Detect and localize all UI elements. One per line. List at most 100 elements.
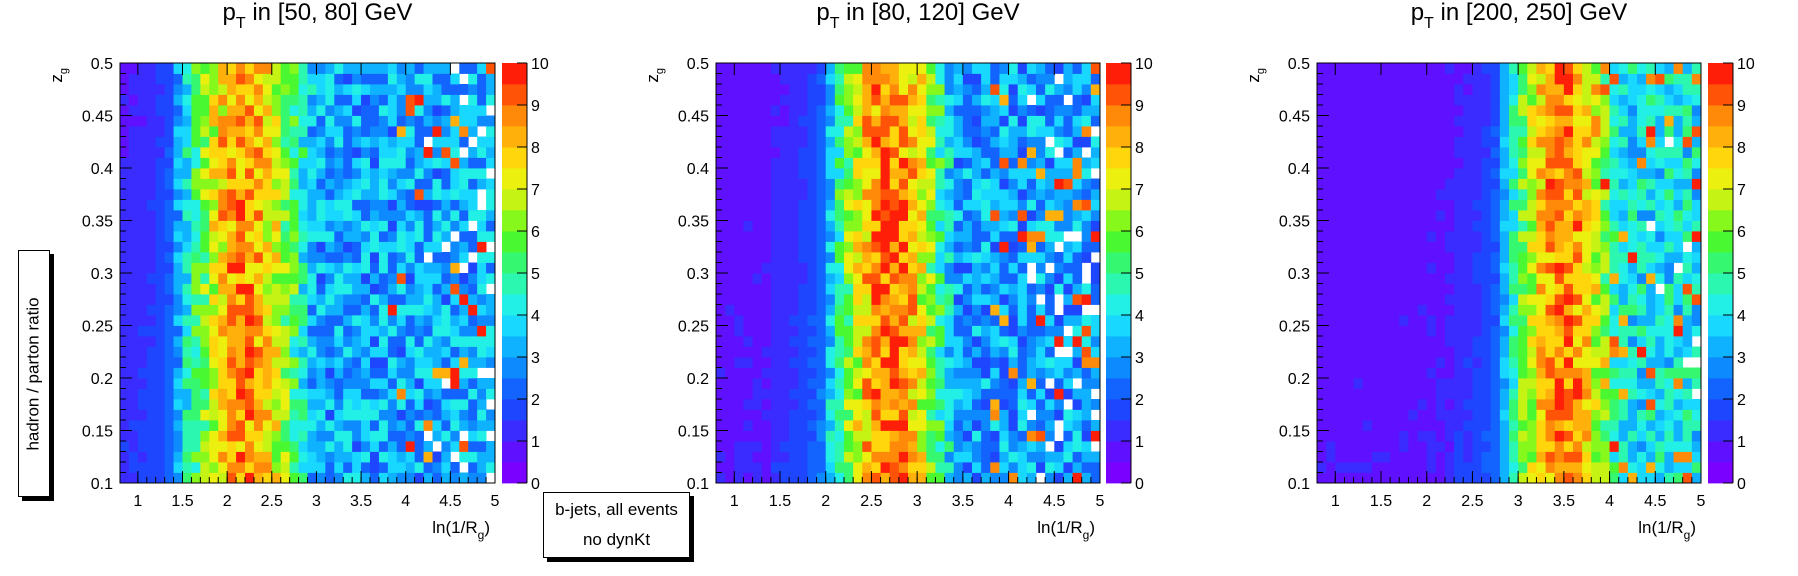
heatmap-cell: [962, 73, 973, 85]
heatmap-cell: [1509, 283, 1519, 295]
heatmap-cell: [798, 420, 808, 431]
heatmap-cell: [200, 283, 210, 295]
heatmap-cell: [1499, 462, 1510, 473]
heatmap-cell: [1454, 294, 1464, 305]
heatmap-cell: [486, 357, 496, 368]
heatmap-cell: [1026, 189, 1037, 200]
heatmap-cell: [1435, 472, 1446, 484]
heatmap-cell: [1435, 252, 1446, 263]
heatmap-cell: [981, 147, 991, 158]
heatmap-cell: [1090, 105, 1101, 116]
heatmap-cell: [1490, 367, 1501, 379]
heatmap-cell: [962, 189, 973, 200]
heatmap-cell: [1072, 63, 1083, 74]
heatmap-cell: [289, 262, 299, 274]
heatmap-cell: [880, 199, 891, 211]
heatmap-cell: [280, 472, 291, 484]
heatmap-cell: [1573, 472, 1583, 484]
heatmap-cell: [1481, 189, 1492, 200]
heatmap-cell: [1362, 105, 1373, 116]
heatmap-cell: [1017, 189, 1028, 200]
heatmap-cell: [889, 273, 900, 284]
heatmap-cell: [325, 325, 335, 337]
heatmap-cell: [450, 241, 460, 253]
heatmap-cell: [307, 420, 317, 431]
heatmap-cell: [917, 283, 927, 295]
heatmap-cell: [236, 462, 246, 473]
heatmap-cell: [999, 430, 1009, 442]
heatmap-cell: [1008, 105, 1019, 116]
heatmap-cell: [853, 462, 863, 473]
heatmap-cell: [361, 409, 371, 421]
heatmap-cell: [862, 63, 872, 74]
heatmap-cell: [1582, 294, 1592, 305]
heatmap-cell: [1353, 441, 1364, 452]
heatmap-cell: [1344, 315, 1354, 326]
heatmap-cell: [999, 283, 1009, 295]
heatmap-cell: [1036, 451, 1046, 463]
heatmap-cell: [825, 199, 836, 211]
heatmap-cell: [1591, 357, 1601, 368]
heatmap-cell: [334, 325, 344, 337]
heatmap-cell: [798, 409, 808, 421]
heatmap-cell: [1426, 126, 1437, 137]
heatmap-cell: [396, 294, 407, 305]
heatmap-cell: [862, 189, 872, 200]
heatmap-cell: [1563, 388, 1574, 400]
heatmap-cell: [1435, 168, 1446, 179]
y-axis-label: zg: [47, 68, 70, 83]
heatmap-cell: [316, 420, 326, 431]
heatmap-cell: [1408, 252, 1418, 263]
heatmap-cell: [761, 430, 772, 442]
heatmap-cell: [477, 273, 487, 284]
heatmap-cell: [155, 325, 166, 337]
heatmap-cell: [262, 94, 273, 106]
heatmap-cell: [1600, 409, 1610, 421]
heatmap-cell: [853, 399, 863, 410]
heatmap-cell: [387, 105, 398, 116]
heatmap-cell: [1063, 84, 1073, 95]
colorbar-band: [502, 84, 527, 106]
heatmap-cell: [789, 94, 799, 106]
heatmap-cell: [853, 273, 863, 284]
heatmap-cell: [898, 73, 909, 85]
heatmap-cell: [271, 252, 282, 263]
heatmap-cell: [414, 315, 424, 326]
heatmap-cell: [307, 294, 317, 305]
heatmap-cell: [253, 210, 264, 221]
heatmap-cell: [761, 220, 772, 232]
heatmap-cell: [1591, 178, 1601, 190]
heatmap-cell: [743, 220, 753, 232]
heatmap-cell: [1008, 199, 1019, 211]
heatmap-cell: [387, 210, 398, 221]
heatmap-cell: [173, 283, 183, 295]
heatmap-cell: [871, 430, 881, 442]
heatmap-cell: [752, 94, 763, 106]
heatmap-cell: [926, 94, 936, 106]
heatmap-cell: [245, 294, 255, 305]
heatmap-cell: [1554, 346, 1565, 358]
heatmap-cell: [1527, 357, 1537, 368]
heatmap-cell: [486, 441, 496, 452]
heatmap-cell: [1563, 399, 1574, 410]
heatmap-cell: [1518, 189, 1528, 200]
heatmap-cell: [1454, 462, 1464, 473]
heatmap-cell: [387, 378, 398, 389]
title-rest: in [80, 120] GeV: [840, 0, 1020, 26]
heatmap-cell: [441, 315, 451, 326]
heatmap-cell: [1518, 294, 1528, 305]
heatmap-cell: [1008, 189, 1019, 200]
heatmap-cell: [1045, 346, 1055, 358]
heatmap-cell: [253, 294, 264, 305]
heatmap-cell: [1054, 388, 1064, 400]
heatmap-cell: [262, 63, 273, 74]
heatmap-cell: [209, 126, 219, 137]
heatmap-cell: [853, 157, 863, 169]
heatmap-cell: [944, 126, 955, 137]
heatmap-cell: [770, 357, 781, 368]
heatmap-cell: [316, 441, 326, 452]
heatmap-cell: [459, 252, 469, 263]
heatmap-cell: [1081, 378, 1092, 389]
heatmap-cell: [137, 399, 148, 410]
heatmap-cell: [743, 451, 753, 463]
